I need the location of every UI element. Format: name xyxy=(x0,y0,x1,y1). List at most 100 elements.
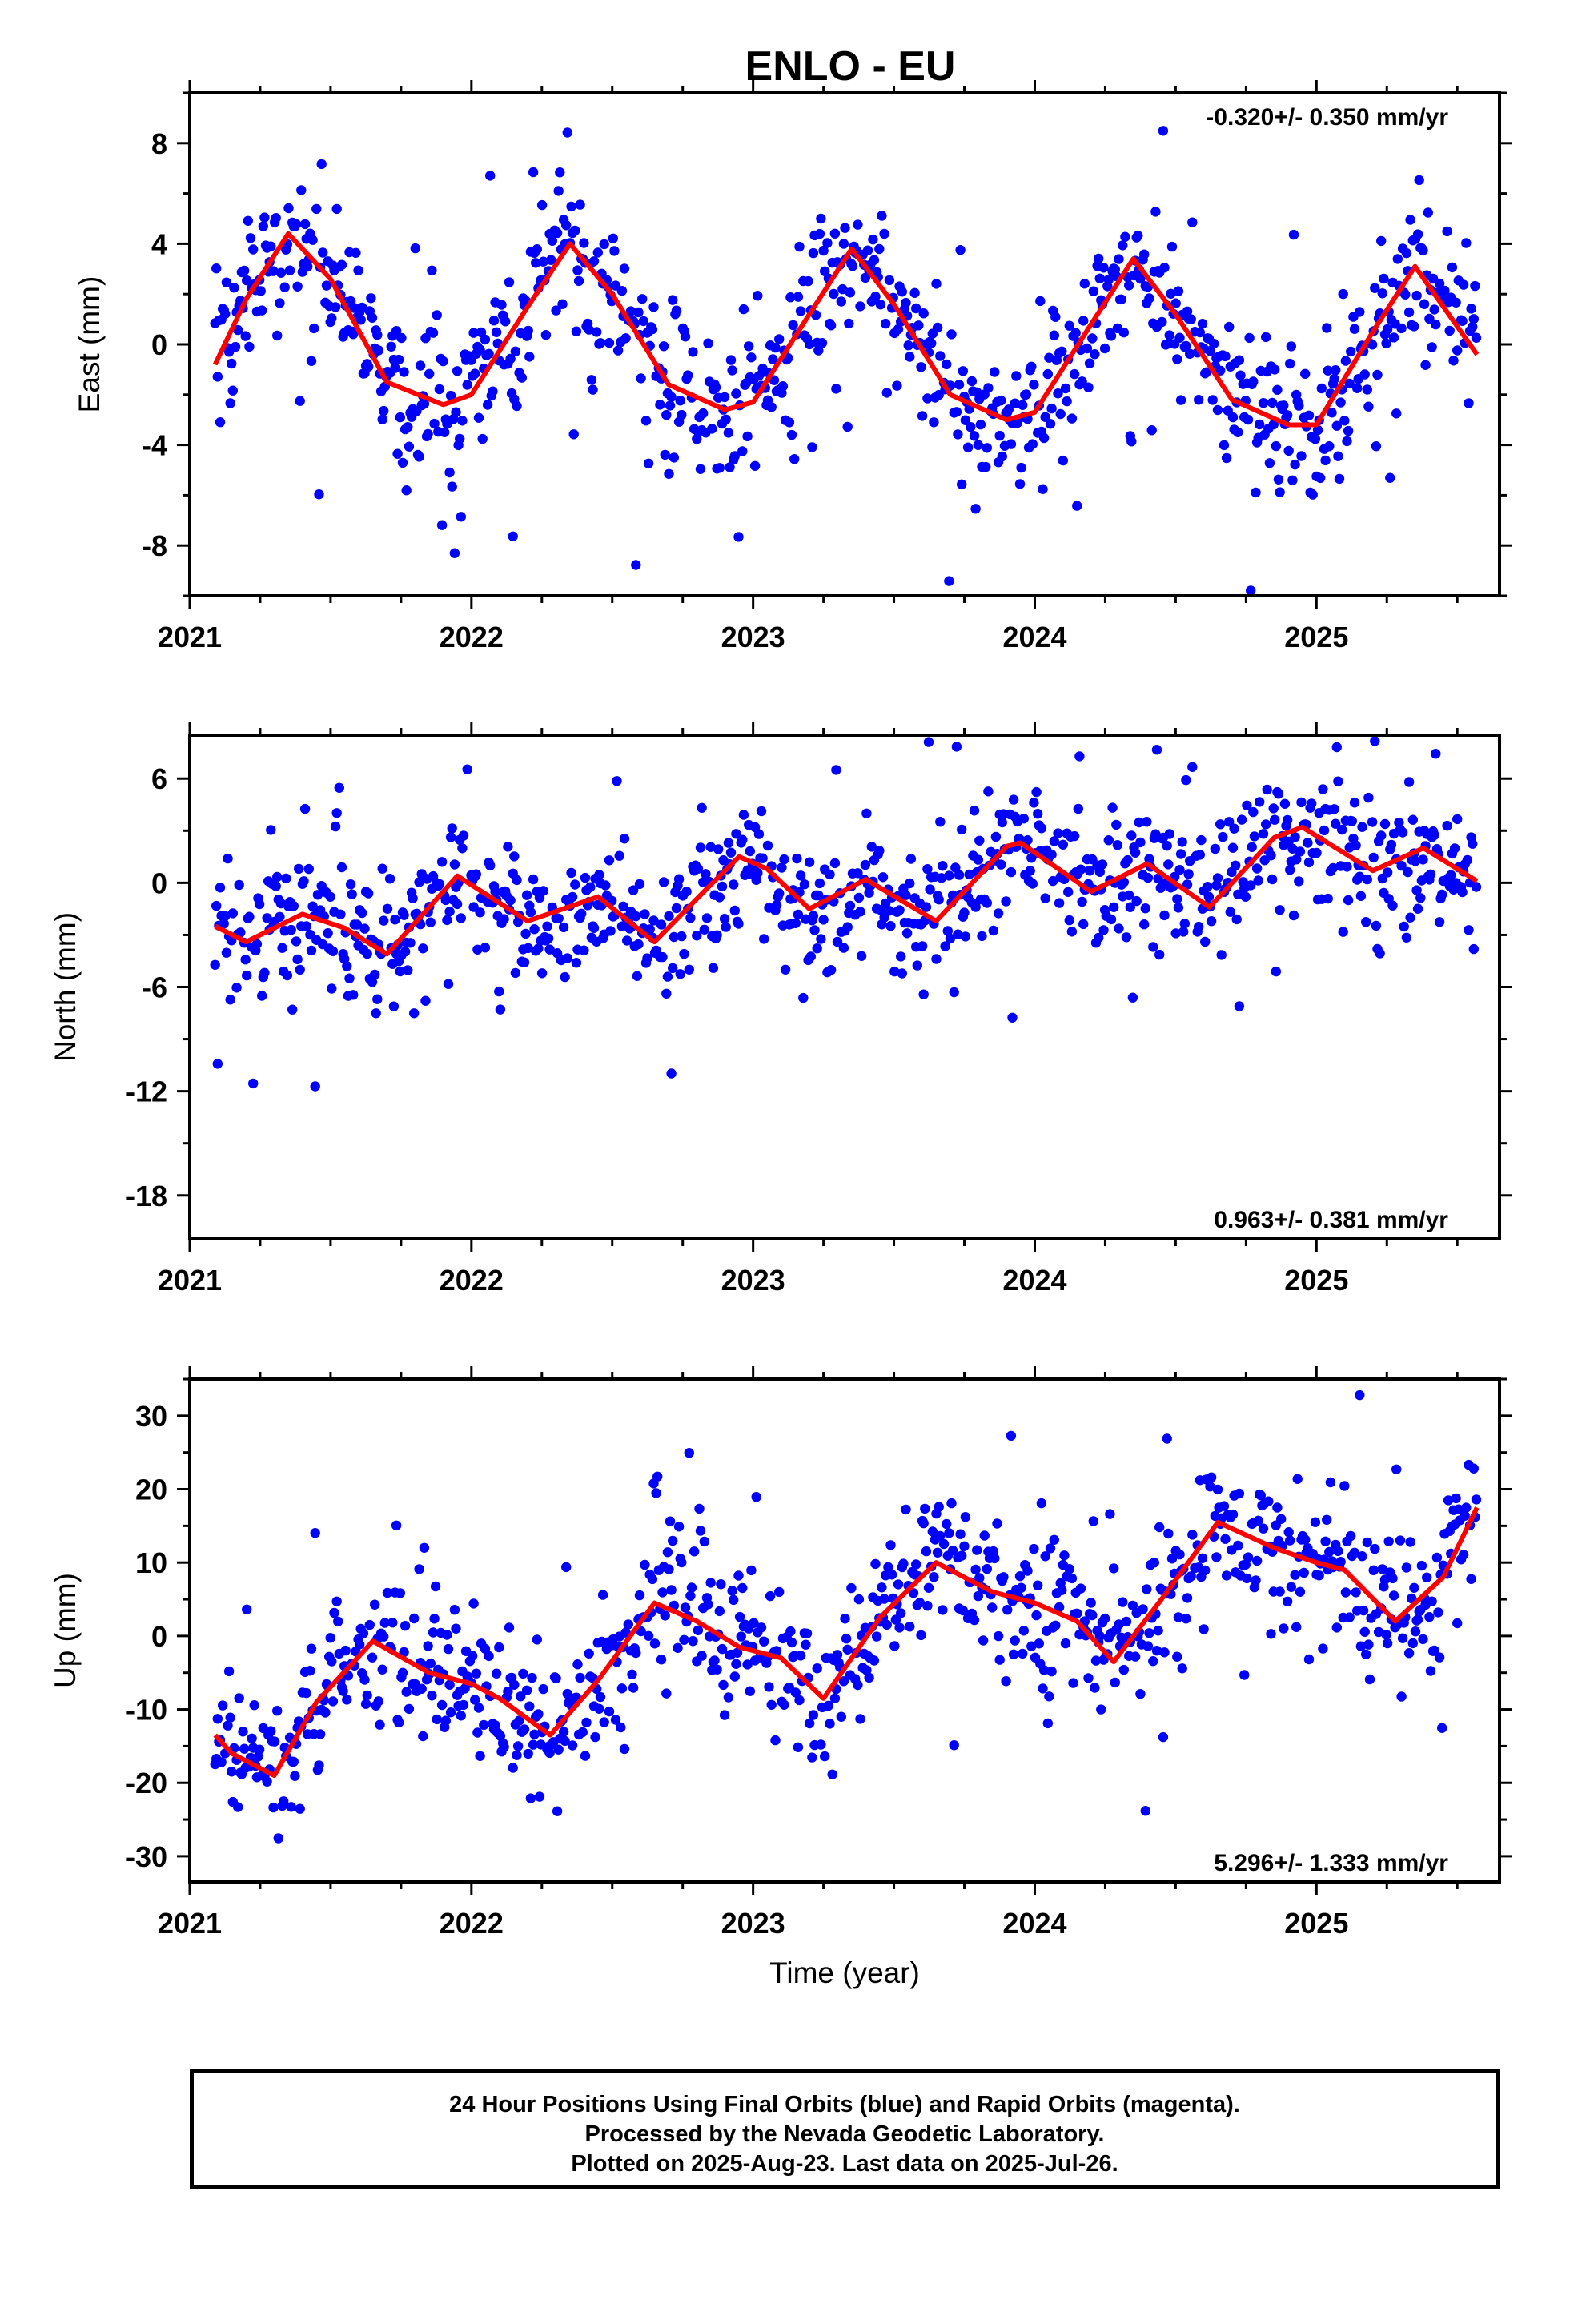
data-point xyxy=(688,1636,698,1647)
caption-line-3: Plotted on 2025-Aug-23. Last data on 202… xyxy=(571,2151,1118,2177)
data-point xyxy=(523,1748,533,1759)
data-point xyxy=(973,854,984,865)
data-point xyxy=(805,339,815,350)
data-point xyxy=(1151,745,1162,755)
data-point xyxy=(362,1690,372,1701)
data-point xyxy=(1431,749,1441,759)
data-point xyxy=(588,923,600,934)
data-point xyxy=(552,227,563,239)
data-point xyxy=(1210,843,1221,854)
data-point xyxy=(1010,398,1020,408)
data-point xyxy=(793,909,804,920)
data-point xyxy=(922,393,933,404)
rate-annotation: 5.296+/- 1.333 mm/yr xyxy=(1214,1850,1448,1876)
data-point xyxy=(966,376,978,387)
data-point xyxy=(211,263,222,274)
data-point xyxy=(519,1724,530,1735)
data-point xyxy=(990,1553,1000,1564)
data-point xyxy=(1381,338,1391,348)
data-point xyxy=(1258,1523,1269,1534)
data-point xyxy=(447,823,457,834)
data-point xyxy=(1464,398,1474,408)
data-point xyxy=(1371,441,1382,452)
data-point xyxy=(1424,313,1435,324)
data-point xyxy=(832,936,843,947)
data-point xyxy=(926,338,937,348)
data-point xyxy=(277,943,287,953)
data-point xyxy=(1006,1430,1017,1441)
data-point xyxy=(774,888,785,899)
data-point xyxy=(1287,475,1298,485)
data-point xyxy=(896,951,906,962)
data-point xyxy=(1468,314,1480,324)
data-point xyxy=(391,1520,402,1531)
data-point xyxy=(239,1743,250,1754)
data-point xyxy=(953,429,963,440)
data-point xyxy=(457,416,468,426)
data-point xyxy=(921,1546,932,1557)
data-point xyxy=(901,928,913,939)
data-point xyxy=(1401,247,1412,259)
data-point xyxy=(571,326,582,336)
data-point xyxy=(816,213,826,224)
data-point xyxy=(1164,330,1175,340)
data-point xyxy=(1177,837,1187,847)
data-point xyxy=(853,1594,865,1605)
data-point xyxy=(1340,356,1351,366)
data-point xyxy=(1452,814,1463,825)
data-point xyxy=(927,1526,938,1537)
data-point xyxy=(345,879,356,890)
plot-frame xyxy=(188,734,1501,1240)
data-point xyxy=(210,959,220,971)
data-point xyxy=(286,1802,296,1812)
data-point xyxy=(382,903,393,915)
data-point xyxy=(1075,864,1086,875)
data-point xyxy=(807,1752,817,1763)
data-point xyxy=(655,400,665,410)
data-point xyxy=(440,427,450,437)
data-point xyxy=(227,358,237,369)
data-point xyxy=(1054,898,1065,908)
data-point xyxy=(766,402,777,412)
data-point xyxy=(553,186,564,196)
x-axis-label: Time (year) xyxy=(769,1956,920,1989)
data-point xyxy=(677,409,687,420)
data-point xyxy=(363,361,374,372)
data-point xyxy=(1011,371,1022,381)
data-point xyxy=(1312,424,1323,436)
data-point xyxy=(1057,346,1067,356)
data-point xyxy=(1303,410,1315,420)
data-point xyxy=(470,1695,480,1705)
data-point xyxy=(1290,459,1300,470)
data-point xyxy=(325,891,335,903)
data-point xyxy=(871,1631,882,1642)
data-point xyxy=(699,924,709,935)
data-point xyxy=(391,326,402,336)
data-point xyxy=(938,1605,948,1615)
data-point xyxy=(685,913,696,923)
data-point xyxy=(685,1590,696,1602)
data-point xyxy=(929,417,939,428)
data-point xyxy=(1181,340,1191,352)
data-point xyxy=(286,924,296,935)
data-point xyxy=(605,926,616,936)
data-point xyxy=(414,1564,424,1574)
data-point xyxy=(509,851,520,862)
data-point xyxy=(1290,832,1300,842)
data-point xyxy=(1054,1602,1065,1613)
data-point xyxy=(1077,896,1087,907)
data-point xyxy=(1352,383,1363,393)
data-point xyxy=(959,907,970,918)
data-point xyxy=(996,859,1006,870)
y-tick-label: 10 xyxy=(135,1546,167,1579)
data-point xyxy=(1114,1619,1124,1630)
data-point xyxy=(309,323,319,334)
data-point xyxy=(220,911,231,922)
data-point xyxy=(680,1602,691,1613)
data-point xyxy=(344,973,355,983)
data-point xyxy=(1200,1565,1211,1576)
data-point xyxy=(1205,346,1215,356)
data-point xyxy=(620,333,631,344)
data-point xyxy=(1215,819,1226,830)
data-point xyxy=(954,870,965,880)
